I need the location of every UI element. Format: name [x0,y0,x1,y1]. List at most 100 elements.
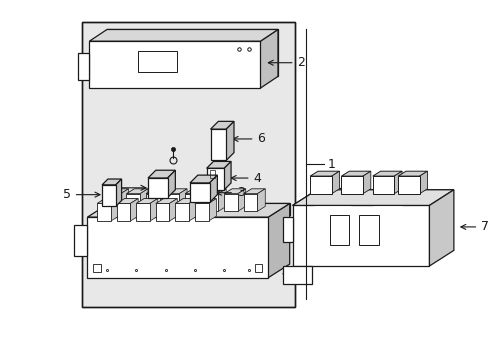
Polygon shape [397,171,427,176]
Polygon shape [185,189,206,194]
Bar [175,203,189,221]
Bar [206,168,224,190]
Text: 3: 3 [216,186,244,199]
Bar [93,264,101,272]
Polygon shape [148,170,175,178]
Text: 7: 7 [460,220,488,233]
Polygon shape [121,189,128,211]
Polygon shape [292,190,453,206]
Polygon shape [204,189,226,194]
Bar [87,217,267,278]
Polygon shape [140,189,148,211]
Bar [156,203,169,221]
Polygon shape [331,171,339,194]
Polygon shape [218,189,226,211]
Polygon shape [210,121,234,129]
Polygon shape [126,189,148,194]
Polygon shape [341,171,370,176]
Polygon shape [224,161,231,190]
Bar [117,203,130,221]
Bar [329,215,348,244]
Bar [209,170,215,178]
Text: 3: 3 [109,181,145,194]
Polygon shape [136,199,158,203]
Polygon shape [78,53,89,80]
Polygon shape [107,30,277,76]
Bar [136,203,150,221]
Bar [372,176,393,194]
Bar [107,194,121,211]
Bar [89,41,260,88]
Polygon shape [208,199,216,221]
Polygon shape [179,189,187,211]
Text: 2: 2 [268,56,305,69]
Polygon shape [74,225,87,256]
Polygon shape [102,179,122,185]
Polygon shape [87,203,289,217]
Polygon shape [292,190,453,206]
Polygon shape [393,171,401,194]
Polygon shape [190,175,217,183]
Polygon shape [109,203,289,215]
Polygon shape [237,189,245,211]
Bar [97,203,111,221]
Bar [204,194,218,211]
Polygon shape [428,190,453,266]
Polygon shape [111,199,119,221]
Polygon shape [89,30,277,41]
Bar [126,194,140,211]
Polygon shape [243,189,264,194]
Bar [210,129,226,161]
Text: 4: 4 [231,172,261,185]
Polygon shape [362,171,370,194]
Bar [397,176,419,194]
Polygon shape [117,199,138,203]
Polygon shape [267,203,289,278]
Polygon shape [419,171,427,194]
Bar [146,194,160,211]
Polygon shape [292,188,428,266]
Polygon shape [209,175,217,202]
Polygon shape [150,199,158,221]
Polygon shape [169,199,177,221]
Polygon shape [130,199,138,221]
Polygon shape [195,199,216,203]
Polygon shape [226,121,234,161]
Polygon shape [156,199,177,203]
Polygon shape [107,189,128,194]
Polygon shape [116,179,122,206]
Bar [309,176,331,194]
Text: 5: 5 [62,188,100,201]
Bar [243,194,257,211]
Bar [138,51,177,72]
Bar [81,22,294,307]
Text: 1: 1 [327,158,335,171]
Bar [358,215,378,244]
Bar [224,194,237,211]
Polygon shape [260,30,277,88]
Polygon shape [146,189,167,194]
Bar [81,22,294,307]
Polygon shape [224,189,245,194]
Polygon shape [175,199,197,203]
Bar [341,176,362,194]
Bar [190,183,209,202]
Polygon shape [189,199,197,221]
Bar [165,194,179,211]
Polygon shape [282,217,292,242]
Polygon shape [167,170,175,198]
Text: 6: 6 [233,132,265,145]
Bar [185,194,199,211]
Bar [254,264,262,272]
Bar [102,185,116,206]
Polygon shape [165,189,187,194]
Polygon shape [372,171,401,176]
Polygon shape [282,266,311,284]
Bar [195,203,208,221]
Bar [148,178,167,198]
Polygon shape [206,161,231,168]
Polygon shape [257,189,264,211]
Polygon shape [199,189,206,211]
Polygon shape [309,171,339,176]
Polygon shape [160,189,167,211]
